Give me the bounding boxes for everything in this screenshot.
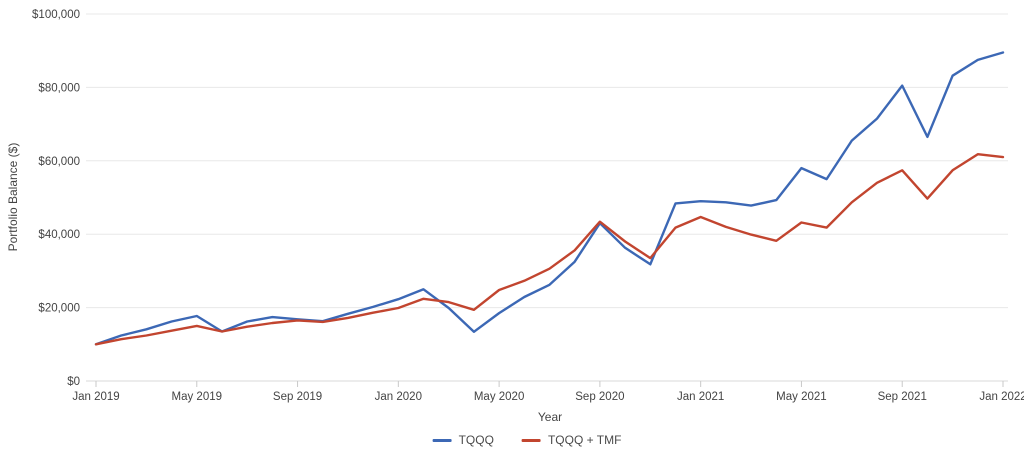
x-tick-label: Jan 2020 <box>375 391 422 403</box>
legend-label-tqqq-tmf: TQQQ + TMF <box>547 433 622 447</box>
x-tick-label: May 2020 <box>474 391 525 403</box>
legend-item-tqqq[interactable]: TQQQ <box>432 433 494 447</box>
x-tick-label: Sep 2019 <box>273 391 322 403</box>
legend-item-tqqq-tmf[interactable]: TQQQ + TMF <box>521 433 622 447</box>
x-tick-label: May 2021 <box>776 391 827 403</box>
y-tick-label: $80,000 <box>38 82 80 94</box>
x-tick-label: Sep 2021 <box>878 391 927 403</box>
x-axis-title: Year <box>537 410 563 424</box>
legend-swatch-tqqq <box>432 438 452 442</box>
x-tick-label: Jan 2021 <box>677 391 724 403</box>
y-tick-label: $40,000 <box>38 229 80 241</box>
legend-swatch-tqqq-tmf <box>521 438 541 442</box>
y-tick-label: $0 <box>67 376 80 388</box>
y-tick-label: $60,000 <box>38 156 80 168</box>
y-axis-title: Portfolio Balance ($) <box>6 142 20 252</box>
x-tick-label: Sep 2020 <box>575 391 624 403</box>
x-tick-label: Jan 2019 <box>72 391 119 403</box>
series-line-tqqq <box>94 51 1005 346</box>
series-line-tqqq-tmf <box>94 152 1005 346</box>
x-tick-label: May 2019 <box>172 391 223 403</box>
x-tick-label: Jan 2022 <box>979 391 1024 403</box>
chart-legend: TQQQ TQQQ + TMF <box>432 433 622 447</box>
y-tick-label: $20,000 <box>38 303 80 315</box>
y-tick-label: $100,000 <box>32 9 80 21</box>
legend-label-tqqq: TQQQ <box>458 433 494 447</box>
